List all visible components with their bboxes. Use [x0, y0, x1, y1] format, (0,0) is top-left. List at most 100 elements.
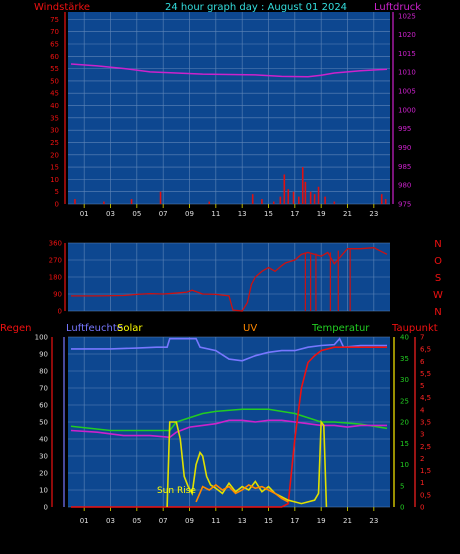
x-tick-label: 23: [369, 210, 378, 218]
rain-tick-label: 50: [39, 419, 48, 427]
dewpoint-tick-label: 5: [420, 382, 424, 390]
series-temperatur: [70, 408, 388, 432]
temperature-axis-title: Temperatur: [311, 323, 370, 334]
pressure-axis-title: Luftdruck: [374, 2, 421, 13]
pressure-tick-label: 1005: [398, 88, 416, 96]
temperature-tick-label: 25: [400, 397, 409, 405]
compass-label: W: [433, 290, 443, 301]
x-tick-label: 03: [106, 210, 115, 218]
rain-tick-label: 30: [39, 453, 48, 461]
direction-tick-label: 360: [49, 240, 62, 248]
pressure-tick-label: 1010: [398, 69, 416, 77]
temperature-tick-label: 20: [400, 419, 409, 427]
dewpoint-tick-label: 1: [420, 479, 424, 487]
x-tick-label: 01: [80, 517, 89, 525]
x-tick-label: 05: [132, 210, 141, 218]
uv-title: UV: [243, 323, 257, 334]
temperature-tick-label: 30: [400, 376, 409, 384]
direction-tick-label: 90: [53, 291, 62, 299]
wind-tick-label: 60: [50, 53, 59, 61]
wind-tick-label: 25: [50, 139, 59, 147]
temperature-tick-label: 0: [400, 504, 404, 512]
pressure-tick-label: 1020: [398, 31, 416, 39]
series-luftfeuchte: [71, 337, 387, 362]
x-tick-label: 11: [211, 210, 220, 218]
direction-tick-label: 0: [58, 308, 62, 316]
sunrise-annotation: Sun Rise: [157, 486, 196, 496]
wind-tick-label: 10: [50, 176, 59, 184]
dewpoint-tick-label: 0,5: [420, 491, 431, 499]
dewpoint-tick-label: 0: [420, 504, 424, 512]
x-tick-label: 03: [106, 517, 115, 525]
panel-wind-pressure: [68, 12, 390, 204]
compass-label: O: [434, 256, 442, 267]
compass-label: S: [435, 273, 441, 284]
solar-title: Solar: [117, 323, 143, 334]
rain-tick-label: 20: [39, 470, 48, 478]
wind-tick-label: 50: [50, 77, 59, 85]
temperature-tick-label: 35: [400, 355, 409, 363]
compass-label: N: [434, 239, 441, 250]
rain-tick-label: 90: [39, 351, 48, 359]
direction-tick-label: 180: [49, 274, 62, 282]
pressure-line: [70, 63, 388, 78]
wind-tick-label: 75: [50, 16, 59, 24]
pressure-tick-label: 1025: [398, 12, 416, 20]
x-tick-label: 23: [369, 517, 378, 525]
x-tick-label: 15: [264, 517, 273, 525]
rain-tick-label: 100: [35, 334, 48, 342]
rain-axis-title: Regen: [0, 323, 32, 334]
series-solar: [166, 419, 328, 508]
temperature-tick-label: 15: [400, 440, 409, 448]
chart-title: 24 hour graph day : August 01 2024: [165, 2, 347, 13]
wind-axis-title: Windstärke: [34, 2, 90, 13]
rain-tick-label: 10: [39, 487, 48, 495]
x-tick-label: 13: [238, 210, 247, 218]
pressure-tick-label: 980: [398, 182, 411, 190]
wind-tick-label: 20: [50, 151, 59, 159]
temperature-tick-label: 10: [400, 461, 409, 469]
dewpoint-tick-label: 2: [420, 455, 424, 463]
x-tick-label: 15: [264, 210, 273, 218]
wind-tick-label: 5: [55, 188, 59, 196]
dewpoint-tick-label: 6: [420, 358, 425, 366]
x-tick-label: 11: [211, 517, 220, 525]
x-tick-label: 07: [159, 210, 168, 218]
x-tick-label: 09: [185, 210, 194, 218]
dewpoint-tick-label: 3,5: [420, 419, 431, 427]
temperature-tick-label: 5: [400, 482, 404, 490]
wind-tick-label: 40: [50, 102, 59, 110]
pressure-tick-label: 990: [398, 144, 411, 152]
wind-tick-label: 45: [50, 90, 59, 98]
series-taupunkt: [70, 419, 387, 439]
x-tick-label: 17: [290, 517, 299, 525]
x-tick-label: 05: [132, 517, 141, 525]
wind-tick-label: 65: [50, 41, 59, 49]
dewpoint-tick-label: 7: [420, 334, 424, 342]
x-tick-label: 09: [185, 517, 194, 525]
pressure-tick-label: 1000: [398, 106, 416, 114]
dewpoint-tick-label: 3: [420, 431, 424, 439]
dewpoint-tick-label: 6,5: [420, 346, 431, 354]
direction-line: [71, 247, 388, 312]
wind-tick-label: 0: [55, 201, 59, 209]
series-lines: [70, 63, 388, 508]
pressure-tick-label: 1015: [398, 50, 416, 58]
wind-tick-label: 55: [50, 65, 59, 73]
x-tick-label: 17: [290, 210, 299, 218]
dewpoint-axis-title: Taupunkt: [391, 323, 438, 334]
dewpoint-tick-label: 4: [420, 406, 425, 414]
dewpoint-tick-label: 1,5: [420, 467, 431, 475]
temperature-tick-label: 40: [400, 334, 409, 342]
pressure-tick-label: 975: [398, 201, 411, 209]
pressure-tick-label: 995: [398, 125, 411, 133]
x-tick-label: 07: [159, 517, 168, 525]
x-tick-label: 13: [238, 517, 247, 525]
x-tick-label: 19: [317, 517, 326, 525]
series-uv: [195, 483, 289, 503]
compass-label: N: [434, 307, 441, 318]
wind-tick-label: 30: [50, 127, 59, 135]
wind-tick-label: 35: [50, 114, 59, 122]
